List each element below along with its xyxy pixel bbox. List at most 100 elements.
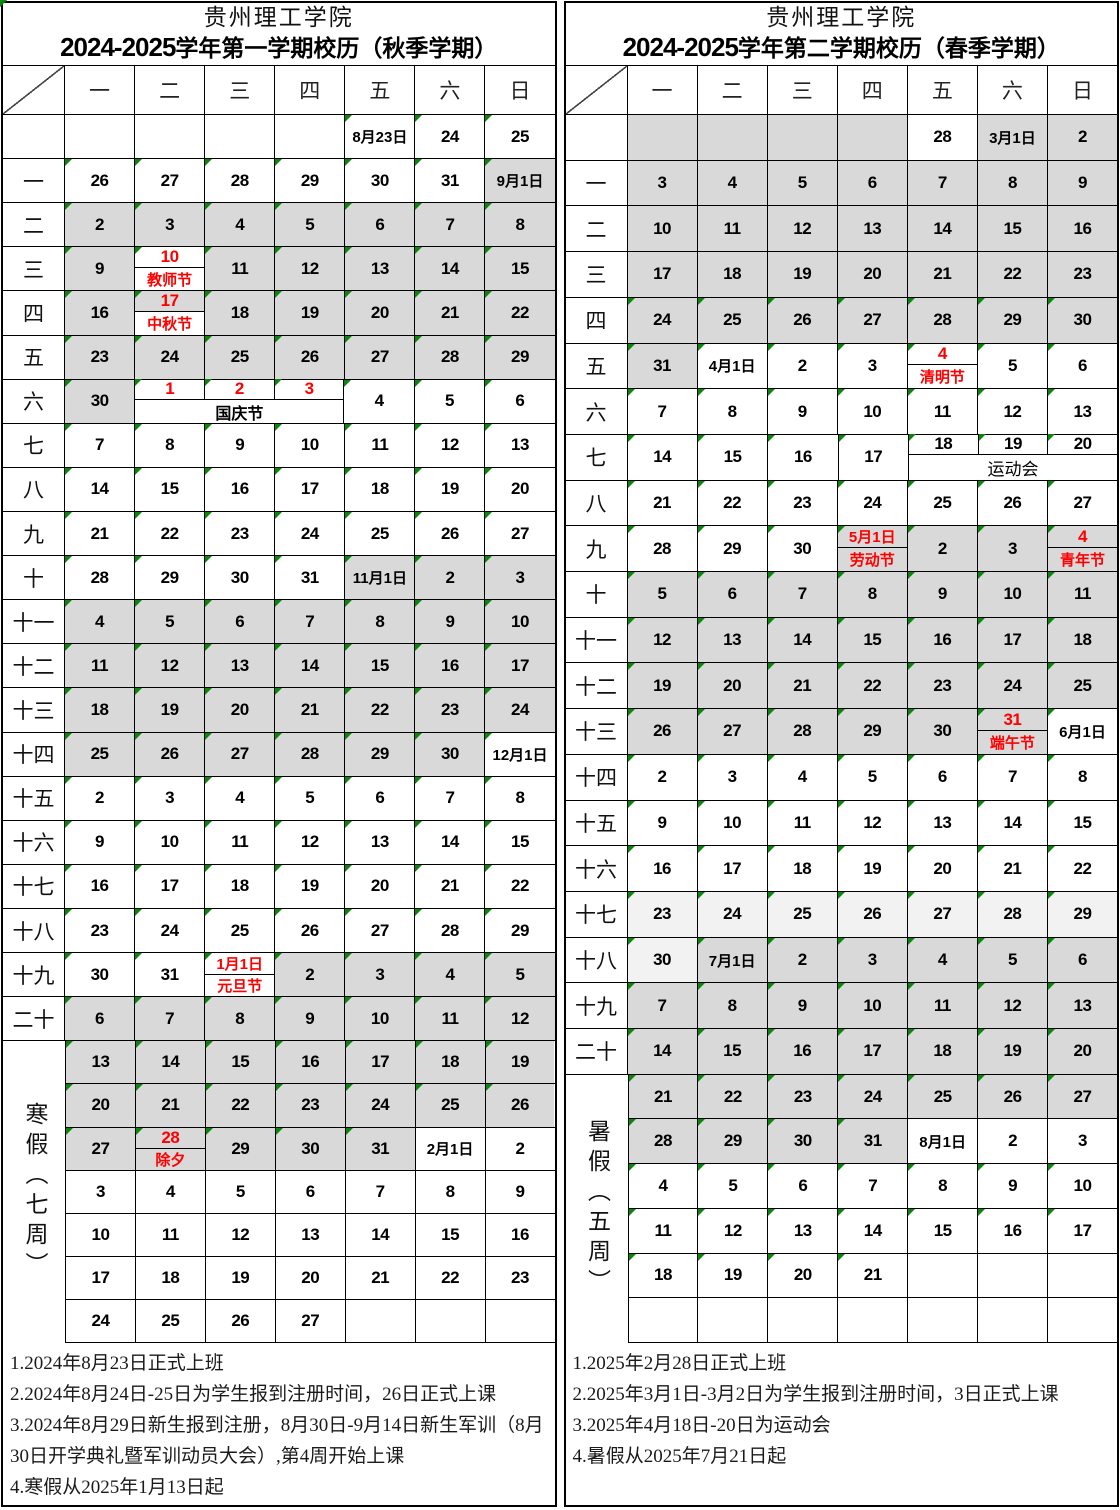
day-cell: 21: [415, 864, 486, 908]
date-text: 24: [653, 310, 671, 330]
date-text: 15: [1003, 218, 1022, 238]
week-label: [566, 115, 628, 160]
date-text: 7: [657, 995, 667, 1015]
error-marker-icon: [485, 600, 493, 608]
date-text: 14: [440, 832, 459, 852]
date-text: 4: [165, 1181, 175, 1201]
day-cell: 15: [837, 617, 908, 663]
weekday-header: 二: [135, 66, 206, 114]
holiday-name: 清明节: [919, 369, 965, 387]
error-marker-icon: [345, 247, 353, 255]
date-text: 13: [1073, 995, 1092, 1015]
error-marker-icon: [485, 379, 493, 387]
day-cell: 2: [485, 1127, 555, 1170]
error-marker-icon: [697, 389, 705, 397]
day-cell: 25: [345, 511, 416, 556]
date-text: 22: [863, 675, 882, 695]
error-marker-icon: [838, 1074, 846, 1082]
day-cell: 6: [1047, 937, 1118, 983]
error-marker-icon: [767, 343, 775, 351]
error-marker-icon: [627, 480, 635, 488]
day-cell: 23: [485, 1256, 555, 1299]
day-cell: 18: [65, 688, 136, 732]
date-text: 5: [657, 584, 667, 604]
day-cell: 20: [205, 688, 276, 732]
date-text: 16: [511, 1224, 529, 1244]
error-marker-icon: [65, 467, 72, 475]
error-marker-icon: [767, 617, 775, 625]
day-cell: 19: [205, 1256, 276, 1299]
date-text: 20: [1073, 434, 1092, 454]
weekday-header: 三: [205, 66, 276, 114]
date-text: 10: [511, 611, 529, 631]
date-text: 11: [654, 1220, 672, 1240]
day-cell: 29: [275, 159, 346, 203]
date-text: 7: [95, 435, 105, 455]
error-marker-icon: [977, 1029, 985, 1037]
date-text: 13: [793, 1220, 812, 1240]
holiday-day-cell: 1月1日 元旦节: [205, 953, 276, 997]
date-text: 8: [445, 1181, 455, 1201]
week-label: [3, 115, 65, 159]
error-marker-icon: [65, 953, 72, 961]
week-row: 四 16 17 中秋节 18 19 20 21 22: [3, 291, 555, 336]
error-marker-icon: [485, 953, 493, 961]
date-text: 29: [1073, 904, 1092, 924]
day-cell: 11月1日: [345, 556, 416, 600]
date-text: 14: [371, 1224, 390, 1244]
date-text: 17: [91, 1267, 110, 1287]
error-marker-icon: [345, 335, 353, 343]
error-marker-icon: [907, 709, 915, 717]
empty-cell: [978, 1298, 1049, 1342]
week-row: 十六 16 17 18 19 20 21 22: [565, 846, 1118, 892]
day-cell: 8: [485, 203, 555, 247]
spring-calendar-title: 贵州理工学院 2024-2025学年第二学期校历（春季学期）: [565, 3, 1117, 66]
date-text: 12: [723, 1220, 742, 1240]
date-text: 5月1日: [848, 529, 896, 547]
error-marker-icon: [697, 1029, 705, 1037]
error-marker-icon: [275, 864, 283, 872]
day-cell: 23: [205, 511, 276, 556]
day-cell: 13: [275, 1213, 346, 1256]
day-cell: 24: [837, 480, 908, 526]
error-marker-icon: [345, 115, 353, 122]
date-text: 11: [1074, 584, 1091, 604]
day-cell: 17: [1048, 1208, 1117, 1253]
error-marker-icon: [1048, 434, 1056, 442]
day-cell: 28: [415, 908, 486, 953]
week-label: 十: [3, 556, 65, 600]
error-marker-icon: [135, 511, 143, 519]
date-text: 9: [657, 812, 667, 832]
day-cell: 16: [415, 644, 486, 688]
error-marker-icon: [205, 203, 213, 211]
weekday-header: 六: [977, 66, 1048, 114]
day-cell: 18: [697, 252, 768, 297]
error-marker-icon: [485, 1041, 493, 1049]
error-marker-icon: [837, 663, 845, 671]
date-text: 28: [440, 920, 459, 940]
error-marker-icon: [135, 953, 143, 961]
day-cell: 25: [205, 908, 276, 953]
error-marker-icon: [415, 247, 423, 255]
day-cell: 27: [205, 732, 276, 776]
date-text: 25: [933, 1086, 952, 1106]
date-text: 17: [371, 1052, 390, 1072]
day-cell: 19: [275, 291, 346, 335]
day-cell: 5: [837, 754, 908, 800]
festival-band: 运动会: [987, 460, 1039, 480]
day-cell: 25: [415, 1084, 486, 1127]
error-marker-icon: [415, 1041, 423, 1049]
day-cell: 19: [767, 252, 838, 297]
error-marker-icon: [275, 159, 283, 167]
error-marker-icon: [907, 389, 915, 397]
date-text: 7: [305, 611, 315, 631]
date-text: 3: [375, 964, 385, 984]
error-marker-icon: [837, 480, 845, 488]
date-text: 30: [793, 1131, 812, 1151]
day-cell: 17: [345, 1041, 416, 1084]
error-marker-icon: [205, 953, 213, 961]
day-cell: 29: [698, 1119, 769, 1164]
date-text: 17: [864, 447, 883, 467]
date-text: 4月1日: [708, 358, 756, 376]
date-text: 15: [933, 1220, 952, 1240]
